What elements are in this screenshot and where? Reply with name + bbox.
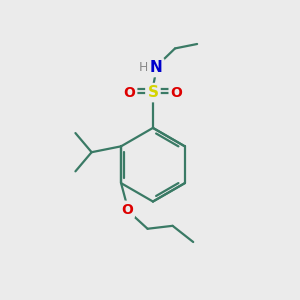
Text: N: N (149, 60, 162, 75)
Text: H: H (139, 61, 148, 74)
Text: O: O (124, 85, 135, 100)
Text: O: O (171, 85, 182, 100)
Text: O: O (121, 202, 133, 217)
Text: S: S (147, 85, 158, 100)
